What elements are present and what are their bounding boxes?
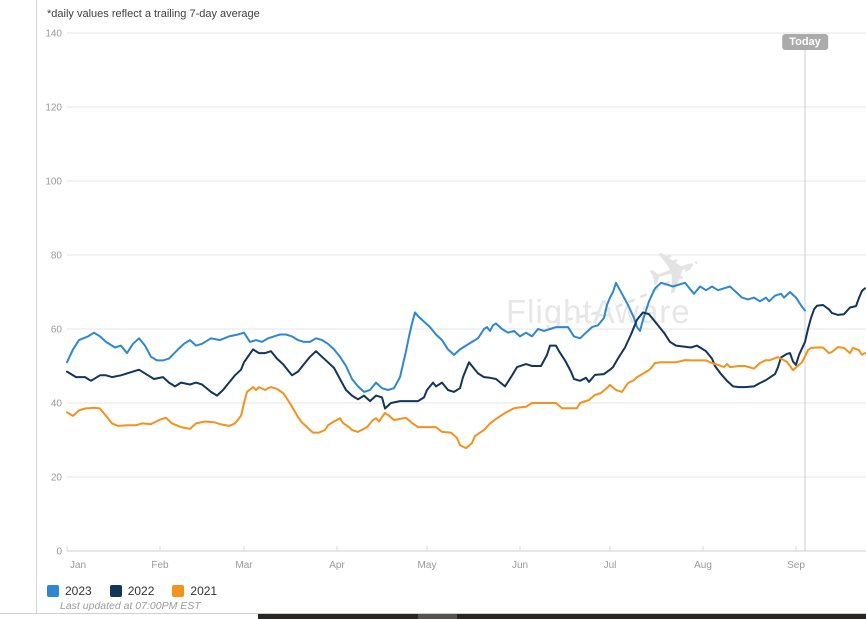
y-axis-label: 60	[51, 325, 63, 336]
x-axis-label: Aug	[694, 560, 712, 571]
y-axis-label: 120	[45, 103, 62, 114]
y-axis-label: 20	[51, 473, 63, 484]
page-left-border	[36, 0, 37, 613]
series-2023-line	[66, 281, 806, 393]
legend-swatch-2021	[172, 585, 185, 597]
legend-item-2021[interactable]: 2021	[172, 584, 217, 598]
series-2021-line	[66, 346, 866, 450]
x-axis-label: Jun	[512, 560, 528, 571]
x-axis-label: Mar	[235, 560, 253, 571]
x-axis-label: Sep	[787, 560, 805, 571]
legend-label-2023: 2023	[65, 584, 92, 598]
y-axis-label: 80	[51, 251, 63, 262]
y-axis-label: 40	[51, 399, 63, 410]
last-updated-text: Last updated at 07:00PM EST	[60, 600, 201, 612]
x-axis-label: Jan	[70, 560, 86, 571]
x-axis-label: Apr	[329, 560, 345, 571]
chart-note: *daily values reflect a trailing 7-day a…	[47, 8, 260, 20]
y-axis-label: 140	[45, 29, 62, 40]
legend-item-2023[interactable]: 2023	[47, 584, 92, 598]
x-axis-label: May	[418, 560, 437, 571]
watermark-text: FlightAware	[506, 293, 691, 330]
chart-legend: 2023 2022 2021	[47, 584, 217, 598]
x-axis-label: Feb	[151, 560, 169, 571]
bottom-dark-bar	[258, 614, 866, 619]
series-2022-line	[66, 287, 866, 410]
y-axis-label: 0	[56, 547, 62, 558]
legend-swatch-2023	[47, 585, 59, 597]
legend-label-2022: 2022	[127, 584, 155, 598]
bottom-dark-bar-light-segment	[418, 614, 457, 619]
page-bottom-border	[0, 613, 866, 614]
legend-label-2021: 2021	[190, 584, 218, 598]
contrail-dashes	[552, 261, 698, 324]
y-axis-label: 100	[45, 177, 62, 188]
today-flag: Today	[782, 34, 828, 50]
legend-swatch-2022	[109, 585, 122, 597]
legend-item-2022[interactable]: 2022	[109, 584, 155, 598]
x-axis-label: Jul	[604, 560, 617, 571]
